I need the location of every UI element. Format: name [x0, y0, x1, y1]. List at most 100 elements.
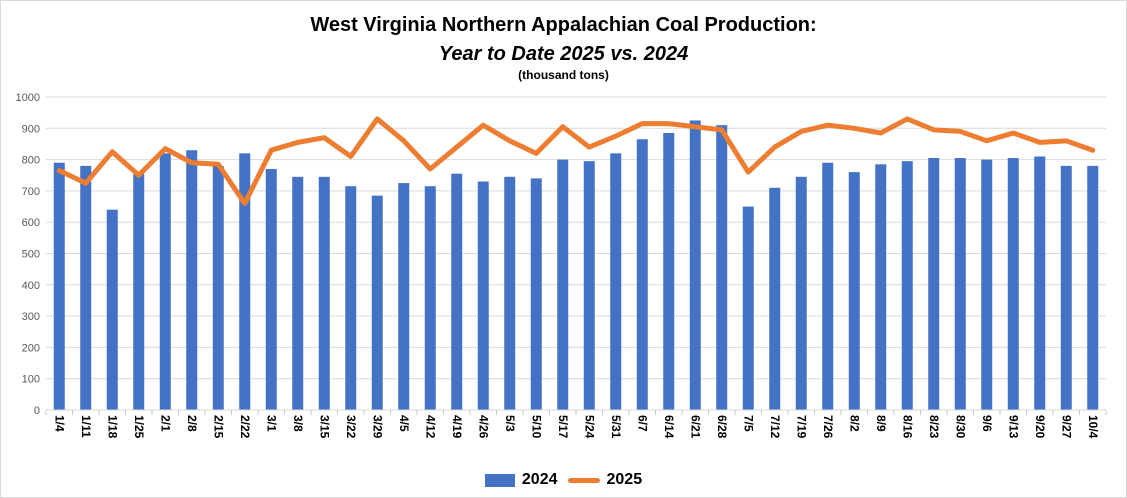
x-axis-label-2/1: 2/1: [158, 415, 172, 432]
bar-2024-2/15: [212, 165, 224, 410]
x-axis-label-6/7: 6/7: [635, 415, 649, 432]
bar-2024-8/9: [875, 164, 887, 410]
y-axis-label-800: 800: [22, 155, 40, 167]
bar-2024-3/29: [371, 195, 383, 410]
bar-2024-6/7: [636, 139, 648, 410]
x-axis-label-3/22: 3/22: [344, 415, 358, 439]
x-axis-label-2/15: 2/15: [211, 415, 225, 439]
chart-legend: 2024 2025: [1, 471, 1126, 489]
x-axis-label-5/3: 5/3: [503, 415, 517, 432]
y-axis-label-300: 300: [22, 311, 40, 323]
x-axis-label-6/28: 6/28: [715, 415, 729, 439]
bar-2024-9/20: [1034, 156, 1046, 410]
x-axis-label-9/20: 9/20: [1033, 415, 1047, 439]
bar-2024-4/5: [398, 183, 410, 410]
x-axis-label-5/10: 5/10: [529, 415, 543, 439]
bar-2024-1/4: [53, 162, 65, 410]
y-axis-label-0: 0: [34, 405, 40, 417]
x-axis-label-1/11: 1/11: [79, 415, 93, 438]
bar-2024-1/25: [133, 173, 145, 410]
x-axis-label-5/31: 5/31: [609, 415, 623, 439]
x-axis-label-7/26: 7/26: [821, 415, 835, 439]
x-axis-label-4/26: 4/26: [476, 415, 490, 439]
bar-2024-7/19: [795, 176, 807, 410]
x-axis-label-4/12: 4/12: [423, 415, 437, 439]
bar-2024-8/16: [901, 161, 913, 410]
chart-subtitle: Year to Date 2025 vs. 2024: [438, 43, 689, 65]
bar-2024-8/23: [928, 158, 940, 410]
y-axis-label-400: 400: [22, 280, 40, 292]
bar-2024-4/19: [451, 173, 463, 410]
y-axis-label-900: 900: [22, 123, 40, 135]
bar-2024-6/28: [716, 125, 728, 411]
bar-2024-1/18: [106, 209, 118, 410]
y-axis-label-200: 200: [22, 342, 40, 354]
bar-2024-5/10: [530, 178, 542, 410]
bar-2024-6/14: [663, 132, 675, 410]
x-axis-label-3/15: 3/15: [317, 415, 331, 439]
bar-2024-3/8: [292, 176, 304, 410]
line-2025: [56, 116, 1096, 206]
y-axis-label-700: 700: [22, 186, 40, 198]
bar-2024-3/15: [318, 176, 330, 410]
x-axis-label-8/23: 8/23: [927, 415, 941, 439]
x-axis-label-4/5: 4/5: [397, 415, 411, 432]
bar-2024-6/21: [689, 120, 701, 410]
bar-2024-4/26: [477, 181, 489, 410]
bar-2024-2/1: [159, 153, 171, 410]
x-axis-label-1/25: 1/25: [132, 415, 146, 439]
y-axis-label-500: 500: [22, 249, 40, 261]
y-axis-label-1000: 1000: [16, 92, 40, 104]
x-axis-label-7/12: 7/12: [768, 415, 782, 439]
bar-2024-4/12: [424, 186, 436, 410]
chart-units-note: (thousand tons): [518, 68, 609, 82]
bar-2024-5/31: [610, 153, 622, 410]
legend-bar-swatch-2024: [484, 473, 515, 487]
x-axis-label-7/19: 7/19: [794, 415, 808, 439]
bar-2024-10/4: [1087, 165, 1099, 410]
y-axis-label-100: 100: [22, 374, 40, 386]
bar-2024-9/13: [1007, 158, 1019, 410]
bar-2024-7/5: [742, 206, 754, 410]
x-axis-label-2/8: 2/8: [185, 415, 199, 432]
bar-2024-8/2: [848, 172, 860, 410]
legend-label-2025: 2025: [606, 471, 643, 488]
x-axis-label-9/27: 9/27: [1059, 415, 1073, 439]
x-axis-label-5/17: 5/17: [556, 415, 570, 439]
bar-2024-9/27: [1060, 165, 1072, 410]
x-axis-label-10/4: 10/4: [1086, 415, 1100, 439]
x-axis-label-6/14: 6/14: [662, 415, 676, 439]
bar-2024-2/8: [186, 150, 198, 410]
x-axis-label-3/1: 3/1: [264, 415, 278, 432]
x-axis-label-1/18: 1/18: [105, 415, 119, 439]
x-axis-label-2/22: 2/22: [238, 415, 252, 439]
bar-2024-7/26: [822, 162, 834, 410]
x-axis-label-5/24: 5/24: [582, 415, 596, 439]
bar-2024-9/6: [981, 159, 993, 410]
bar-2024-5/17: [557, 159, 569, 410]
bar-2024-5/3: [504, 176, 516, 410]
y-axis-label-600: 600: [22, 217, 40, 229]
title-block: West Virginia Northern Appalachian Coal …: [1, 11, 1126, 84]
x-axis-label-8/30: 8/30: [953, 415, 967, 439]
x-axis-label-8/2: 8/2: [847, 415, 861, 432]
x-axis-label-3/8: 3/8: [291, 415, 305, 432]
x-axis-label-6/21: 6/21: [688, 415, 702, 439]
legend-line-swatch-2025: [567, 477, 600, 483]
bar-2024-5/24: [583, 161, 595, 410]
x-axis-label-4/19: 4/19: [450, 415, 464, 439]
bar-2024-1/11: [80, 165, 92, 410]
x-axis-label-7/5: 7/5: [741, 415, 755, 432]
legend-item-2025: 2025: [567, 471, 643, 489]
x-axis-label-9/6: 9/6: [980, 415, 994, 432]
bar-2024-8/30: [954, 158, 966, 410]
bar-2024-7/12: [769, 187, 781, 410]
bar-2024-3/22: [345, 186, 357, 410]
x-axis-label-3/29: 3/29: [370, 415, 384, 439]
legend-label-2024: 2024: [521, 471, 558, 488]
x-axis-label-9/13: 9/13: [1006, 415, 1020, 439]
bar-2024-2/22: [239, 153, 251, 410]
bar-2024-3/1: [265, 168, 277, 410]
